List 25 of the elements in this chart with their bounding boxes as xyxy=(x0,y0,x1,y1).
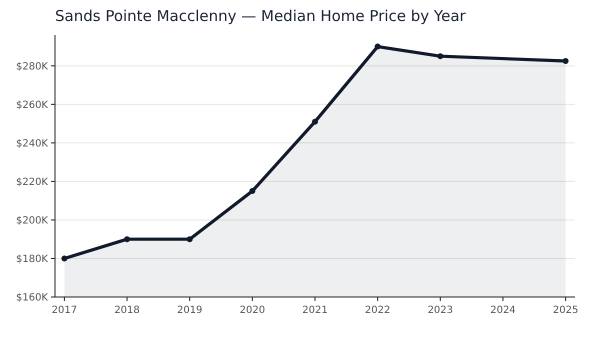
point xyxy=(61,255,68,262)
point xyxy=(249,188,256,194)
x-tick-label: 2025 xyxy=(552,305,578,316)
point xyxy=(312,118,318,125)
y-tick-label: $200K xyxy=(16,215,48,226)
y-tick-label: $160K xyxy=(16,292,48,304)
x-tick-label: 2017 xyxy=(52,305,78,316)
point xyxy=(374,44,381,50)
y-tick-label: $220K xyxy=(16,176,48,188)
point xyxy=(437,53,444,60)
x-tick-label: 2018 xyxy=(114,305,140,316)
point xyxy=(562,58,569,64)
y-tick-label: $260K xyxy=(16,100,48,111)
x-tick-label: 2024 xyxy=(490,305,516,316)
y-tick-label: $180K xyxy=(16,254,48,265)
chart-title: Sands Pointe Macclenny — Median Home Price by Year xyxy=(55,7,467,25)
point xyxy=(186,236,193,242)
point xyxy=(124,236,130,242)
x-tick-label: 2023 xyxy=(428,305,454,316)
y-tick-label: $280K xyxy=(16,61,48,72)
x-tick-label: 2021 xyxy=(302,305,328,316)
y-tick-label: $240K xyxy=(16,138,48,150)
x-tick-label: 2019 xyxy=(176,305,202,316)
x-tick-label: 2020 xyxy=(240,305,266,316)
x-tick-label: 2022 xyxy=(364,305,390,316)
